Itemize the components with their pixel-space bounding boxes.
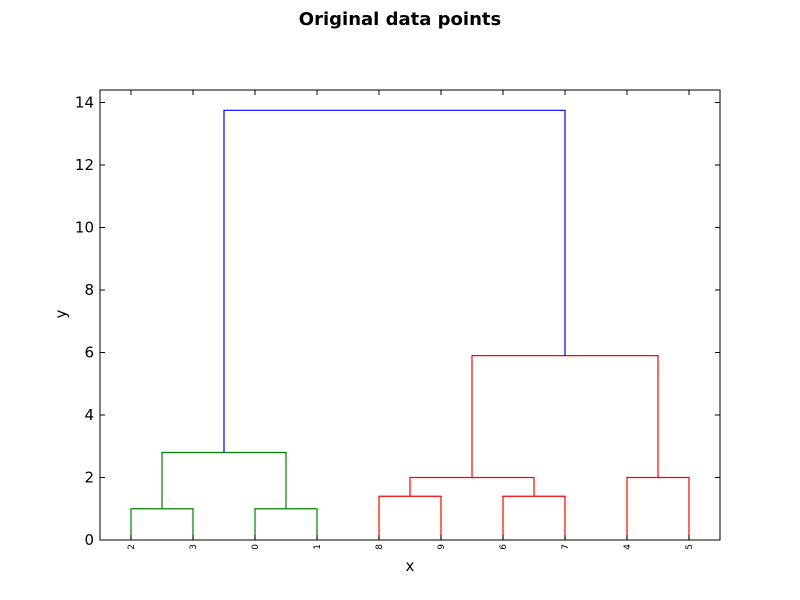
- leaf-label-0: 0: [251, 544, 261, 550]
- leaf-label-2: 2: [127, 544, 137, 550]
- y-tick-label-4: 8: [84, 281, 94, 299]
- y-tick-label-1: 2: [84, 469, 94, 487]
- y-tick-label-7: 14: [75, 94, 94, 112]
- dendrogram-link-6: [626, 476, 690, 540]
- x-axis-ticks: 2 3 0 1 8 9 6 7 4 5: [127, 90, 695, 550]
- y-tick-label-5: 10: [75, 219, 94, 237]
- dendrogram-link-0: [130, 508, 194, 540]
- leaf-label-5: 5: [685, 544, 695, 550]
- leaf-label-3: 3: [189, 544, 199, 550]
- leaf-label-7: 7: [561, 544, 571, 550]
- dendrogram-link-5: [409, 476, 535, 497]
- leaf-label-9: 9: [437, 544, 447, 550]
- y-tick-label-6: 12: [75, 156, 94, 174]
- x-axis-label: x: [406, 557, 415, 575]
- leaf-label-1: 1: [313, 544, 323, 550]
- plot-frame: [99, 89, 721, 541]
- dendrogram-link-2: [161, 451, 287, 509]
- leaf-label-6: 6: [499, 544, 509, 550]
- dendrogram-link-7: [471, 355, 659, 478]
- y-tick-label-3: 6: [84, 344, 94, 362]
- leaf-label-4: 4: [623, 544, 633, 550]
- dendrogram-link-1: [254, 508, 318, 540]
- chart-title: Original data points: [298, 9, 502, 30]
- dendrogram-link-3: [378, 495, 442, 540]
- y-tick-label-2: 4: [84, 406, 94, 424]
- y-tick-label-0: 0: [84, 531, 94, 549]
- axes-frame: [99, 89, 721, 541]
- leaf-label-8: 8: [375, 544, 385, 550]
- dendrogram-link-4: [502, 495, 566, 540]
- links-layer: [130, 109, 690, 540]
- y-axis-label: y: [52, 309, 70, 318]
- dendrogram-link-8: [223, 109, 566, 453]
